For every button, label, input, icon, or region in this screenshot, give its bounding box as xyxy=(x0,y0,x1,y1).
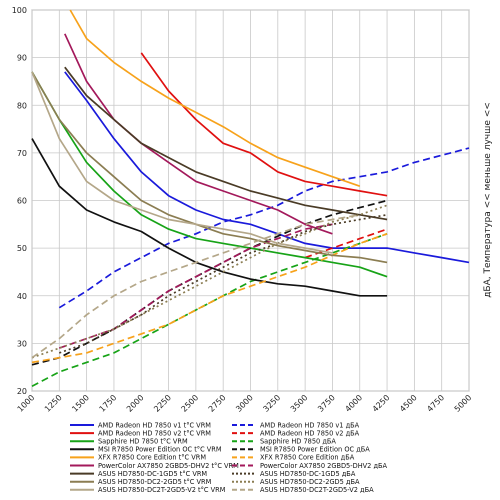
y-tick-labels: 20 30 40 50 60 70 80 90 100 xyxy=(12,6,27,396)
legend-label: MSI R7850 Power Edition OC дБА xyxy=(260,446,370,454)
y-tick-label: 60 xyxy=(17,197,27,206)
legend-label: PowerColor AX7850 2GBD5-DHV2 t°C VRM xyxy=(98,462,239,470)
series-line-10 xyxy=(64,33,333,235)
x-tick-label: 2000 xyxy=(125,393,146,414)
x-tick-label: 2500 xyxy=(180,393,201,414)
x-tick-label: 4000 xyxy=(343,393,364,414)
x-tick-label: 1000 xyxy=(16,393,37,414)
series-line-15 xyxy=(31,204,388,359)
legend-label: AMD Radeon HD 7850 v1 t°C VRM xyxy=(98,421,211,429)
x-tick-label: 4750 xyxy=(425,393,446,414)
y-tick-label: 100 xyxy=(12,6,27,15)
legend-label: ASUS HD7850-DC2-2GD5 t°C VRM xyxy=(98,478,212,486)
legend-label: AMD Radeon HD 7850 v2 t°C VRM xyxy=(98,429,211,437)
x-tick-label: 2750 xyxy=(207,393,228,414)
legend-label: ASUS HD7850-DC2T-2GD5-V2 t°C VRM xyxy=(98,486,226,494)
legend-label: PowerColor AX7850 2GBD5-DHV2 дБА xyxy=(260,462,388,470)
y-tick-label: 20 xyxy=(17,387,27,396)
legend-label: XFX R7850 Core Edition дБА xyxy=(260,454,355,462)
x-tick-label: 5000 xyxy=(453,393,474,414)
legend-label: Sapphire HD 7850 дБА xyxy=(260,438,336,446)
series-line-9 xyxy=(31,232,388,364)
legend-label: Sapphire HD 7850 t°C VRM xyxy=(98,438,188,446)
series-line-6 xyxy=(31,138,388,297)
series-line-8 xyxy=(69,9,361,188)
x-tick-label: 1500 xyxy=(70,393,91,414)
legend-label: ASUS HD7850-DC2T-2GD5-V2 дБА xyxy=(260,486,374,494)
legend-label: XFX R7850 Core Edition t°C VRM xyxy=(98,454,206,462)
legend-label: ASUS HD7850-DC-1GD5 дБА xyxy=(260,470,356,478)
x-tick-label: 4250 xyxy=(371,393,392,414)
legend: AMD Radeon HD 7850 v1 t°C VRM AMD Radeon … xyxy=(70,421,388,494)
x-tick-label: 3500 xyxy=(289,393,310,414)
legend-label: ASUS HD7850-DC2-2GD5 дБА xyxy=(260,478,360,486)
x-tick-label: 4500 xyxy=(398,393,419,414)
y-tick-label: 30 xyxy=(17,339,27,348)
y-tick-label: 70 xyxy=(17,149,27,158)
series-line-1 xyxy=(58,147,470,309)
series-line-4 xyxy=(31,71,388,278)
series-line-0 xyxy=(64,71,470,264)
x-tick-label: 1250 xyxy=(43,393,64,414)
series-line-13 xyxy=(59,213,388,354)
y-tick-label: 90 xyxy=(17,54,27,63)
x-tick-labels: 1000 1250 1500 1750 2000 2250 2500 2750 3000 3250… xyxy=(16,393,474,414)
x-tick-label: 2250 xyxy=(152,393,173,414)
series-layer xyxy=(31,9,470,387)
y-tick-label: 40 xyxy=(17,292,27,301)
series-line-16 xyxy=(31,71,333,254)
series-line-17 xyxy=(31,213,360,359)
legend-label: ASUS HD7850-DC-1GD5 t°C VRM xyxy=(98,470,207,478)
series-line-14 xyxy=(31,71,388,264)
x-tick-label: 3750 xyxy=(316,393,337,414)
legend-label: AMD Radeon HD 7850 v2 дБА xyxy=(260,429,360,437)
series-line-11 xyxy=(59,223,333,349)
y-axis-label: дБА, Температура << меньше лучше << xyxy=(483,102,493,298)
x-tick-label: 3250 xyxy=(261,393,282,414)
x-tick-label: 3000 xyxy=(234,393,255,414)
y-tick-label: 50 xyxy=(17,244,27,253)
legend-label: AMD Radeon HD 7850 v1 дБА xyxy=(260,421,360,429)
x-tick-label: 1750 xyxy=(98,393,119,414)
y-tick-label: 80 xyxy=(17,101,27,110)
series-line-12 xyxy=(64,66,388,221)
legend-label: MSI R7850 Power Edition OC t°C VRM xyxy=(98,446,222,454)
